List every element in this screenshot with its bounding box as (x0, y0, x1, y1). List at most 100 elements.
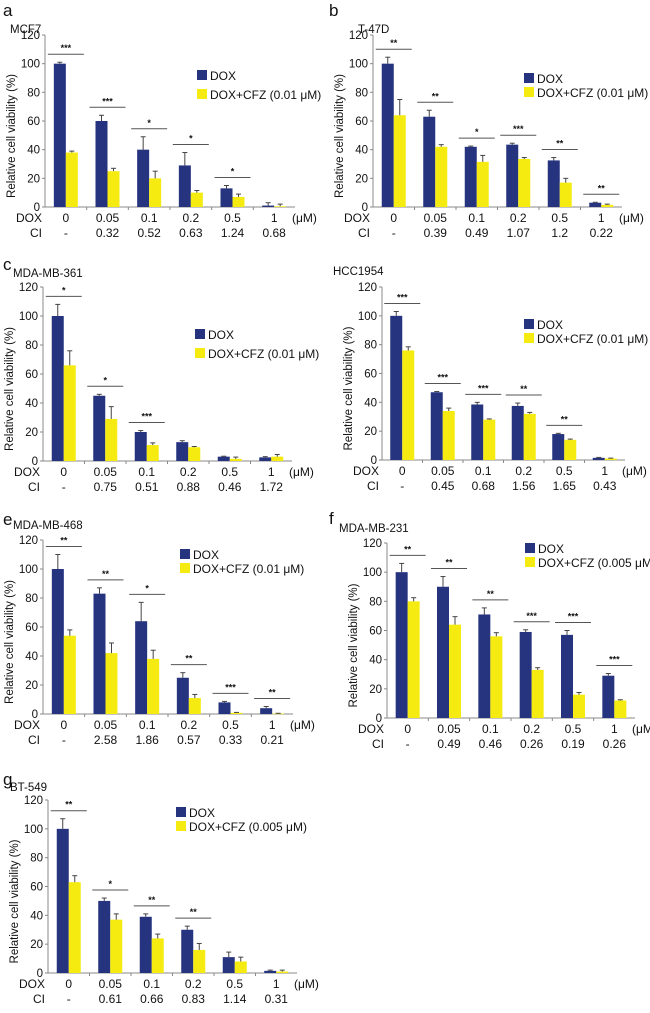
panel-c-y-tick-label: 80 (25, 340, 38, 352)
panel-a-ci-value-label: 0.68 (262, 226, 286, 240)
panel-e-y-tick-label: 60 (25, 622, 38, 634)
panel-d-dox-dose-label: 0.2 (515, 464, 532, 478)
panel-b-y-tick-label: 60 (355, 116, 368, 128)
panel-e-bar-combo (105, 653, 118, 714)
panel-f-letter: f (329, 509, 334, 528)
panel-d-y-tick-label: 100 (358, 311, 377, 323)
panel-e-significance-label: *** (225, 682, 236, 692)
panel-a-y-tick-label: 60 (27, 116, 40, 128)
panel-a-bar-dox (178, 165, 191, 207)
panel-f-dox-dose-label: 1 (611, 722, 618, 736)
panel-a-bar-dox (137, 149, 150, 207)
panel-g-row-label-ci: CI (33, 992, 45, 1006)
panel-b-bar-dox (423, 116, 436, 207)
panel-f-significance-label: ** (487, 589, 495, 599)
panel-f-title: MDA-MB-231 (339, 523, 409, 535)
panel-f-dox-dose-label: 0.5 (565, 722, 582, 736)
panel-a-significance-label: * (147, 118, 151, 128)
panel-b-significance-label: ** (390, 38, 398, 48)
panel-g-dox-dose-label: 0 (65, 977, 72, 991)
panel-b-legend-label-combo: DOX+CFZ (0.01 μM) (537, 86, 648, 100)
panel-d-bar-dox (390, 315, 403, 460)
panel-b-row-label-ci: CI (358, 226, 370, 240)
panel-d-legend-swatch-dox (524, 319, 534, 329)
panel-c-bar-combo (105, 418, 118, 461)
panel-e-letter: e (3, 510, 12, 529)
panel-g-bar-dox (98, 900, 111, 973)
panel-f-ci-value-label: 0.19 (561, 737, 585, 751)
panel-g-dox-dose-label: 0.05 (99, 977, 123, 991)
panel-c-bar-dox (217, 456, 230, 461)
panel-e-legend-swatch-dox (180, 549, 190, 559)
panel-d-significance-label: *** (478, 383, 489, 393)
panel-d-ci-value-label: 0.43 (593, 479, 617, 493)
panel-f-ci-value-label: - (406, 737, 410, 751)
panel-e-ci-value-label: 0.57 (177, 733, 201, 747)
panel-b-y-tick-label: 40 (355, 145, 368, 157)
panel-d-bar-dox (511, 405, 524, 460)
panel-a-legend-swatch-combo (197, 89, 207, 99)
panel-g-bar-dox (264, 970, 277, 973)
panel-b-bar-dox (506, 144, 519, 207)
panel-c-legend-swatch-dox (195, 329, 205, 339)
panel-c-letter: c (3, 255, 12, 274)
panel-g-bar-combo (110, 919, 123, 973)
panel-d-ci-value-label: 1.56 (512, 479, 536, 493)
panel-e-row-label-dox: DOX (14, 718, 40, 732)
panel-c-legend-label-combo: DOX+CFZ (0.01 μM) (208, 347, 319, 361)
panel-f-bar-dox (519, 631, 532, 718)
panel-g-dox-dose-label: 0.5 (226, 977, 243, 991)
panel-f-bar-combo (573, 694, 585, 718)
panel-a-significance-label: *** (102, 96, 113, 106)
panel-d-dox-dose-label: 1 (601, 464, 608, 478)
panel-a-dox-dose-label: 0.5 (224, 211, 241, 225)
panel-d-y-tick-label: 60 (364, 369, 377, 381)
panel-g-bar-combo (151, 938, 164, 973)
panel-c-bar-combo (63, 365, 76, 461)
panel-a-bar-dox (53, 63, 66, 207)
panel-f-bar-combo (531, 669, 544, 718)
panel-c-dox-dose-label: 0.2 (180, 465, 197, 479)
panel-g-bar-combo (68, 882, 81, 973)
panel-b-ci-value-label: 1.2 (551, 226, 568, 240)
panel-e-significance-label: ** (185, 654, 193, 664)
panel-g-ci-value-label: 0.61 (99, 992, 123, 1006)
panel-e-legend-label-combo: DOX+CFZ (0.01 μM) (193, 562, 304, 576)
panel-d-ci-value-label: - (400, 479, 404, 493)
panel-c-legend-label-dox: DOX (208, 328, 234, 342)
panel-c-bar-dox (134, 432, 147, 461)
panel-d-row-label-dox: DOX (353, 464, 379, 478)
panel-a-dox-dose-label: 0.05 (96, 211, 120, 225)
panel-a-bar-combo (232, 196, 245, 207)
panel-g-bar-dox (139, 916, 152, 973)
panel-c-y-axis-label: Relative cell viability (%) (4, 327, 16, 451)
panel-f-dox-dose-label: 0 (404, 722, 411, 736)
panel-a-y-tick-label: 0 (34, 202, 40, 214)
panel-e-y-tick-label: 120 (19, 535, 38, 547)
panel-f-significance-label: *** (609, 655, 620, 665)
panel-e-dox-dose-label: 0.2 (180, 718, 197, 732)
panel-f-row-label-dox: DOX (358, 722, 384, 736)
panel-d-y-tick-label: 40 (364, 397, 377, 409)
panel-d-bar-dox (430, 392, 443, 460)
panel-g-y-tick-label: 60 (30, 882, 43, 894)
panel-d-bar-combo (604, 458, 617, 460)
panel-b-unit-label: (μM) (619, 211, 644, 225)
panel-e-dox-dose-label: 0.1 (139, 718, 156, 732)
panel-e-bar-dox (51, 569, 64, 714)
panel-c-y-tick-label: 40 (25, 398, 38, 410)
panel-c-row-label-ci: CI (28, 480, 40, 494)
panel-b-dox-dose-label: 0.05 (424, 211, 448, 225)
panel-f-unit-label: (μM) (632, 722, 650, 736)
panel-b-ci-value-label: 0.22 (590, 226, 614, 240)
panel-e-bar-dox (260, 708, 273, 714)
panel-g-legend-label-combo: DOX+CFZ (0.005 μM) (189, 820, 307, 834)
panel-a-significance-label: * (189, 134, 193, 144)
panel-b-bar-dox (464, 146, 477, 207)
panel-g-ci-value-label: 1.14 (223, 992, 247, 1006)
panel-g-bar-combo (276, 971, 289, 973)
panel-a-y-tick-label: 100 (21, 59, 40, 71)
panel-e-title: MDA-MB-468 (13, 520, 83, 532)
panel-a-dox-dose-label: 0.2 (182, 211, 199, 225)
